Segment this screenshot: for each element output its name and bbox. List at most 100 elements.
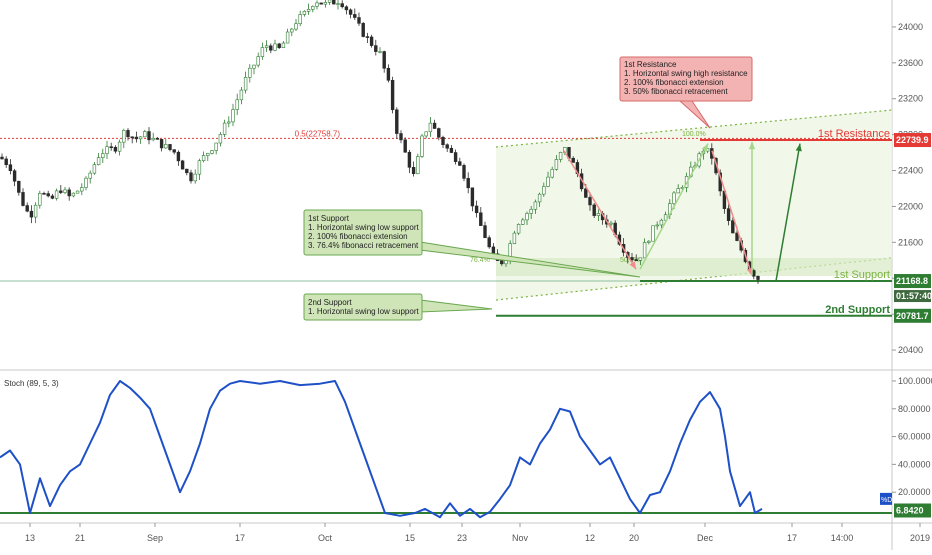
- support2-note-title: 2nd Support: [308, 298, 352, 307]
- arrows-group: [563, 141, 802, 282]
- candle-body: [126, 130, 130, 138]
- candle-body: [361, 23, 365, 37]
- resistance-price-tag: 22739.9: [896, 135, 929, 145]
- candle-body: [130, 136, 134, 139]
- time-tick-label: 15: [405, 533, 415, 543]
- candle-body: [533, 201, 538, 210]
- candle-body: [458, 161, 462, 166]
- stoch-group: %D 6.8420: [0, 380, 931, 519]
- candle-body: [411, 167, 416, 174]
- resistance-note-line-3: 3. 50% fibonacci retracement: [624, 87, 728, 96]
- levels-group: 0.5(22758.7) 1st Resistance 1st Support 2nd…: [0, 128, 892, 317]
- candle-body: [521, 219, 525, 225]
- candle-body: [365, 36, 370, 38]
- candle-body: [25, 205, 29, 212]
- candle-body: [441, 136, 445, 146]
- candle-body: [101, 153, 105, 158]
- candle-body: [500, 260, 504, 265]
- candle-body: [164, 144, 168, 149]
- candle-body: [243, 77, 248, 91]
- candle-body: [609, 222, 613, 225]
- swing-up-arrow-1: [639, 143, 709, 270]
- candle-body: [311, 6, 315, 10]
- candle-body: [201, 155, 206, 162]
- candle-body: [147, 131, 151, 141]
- candle-body: [588, 197, 592, 206]
- candle-body: [756, 275, 760, 280]
- candle-body: [214, 142, 218, 151]
- projection-arrow-light-head: [748, 141, 756, 150]
- candle-body: [655, 224, 659, 227]
- candle-body: [218, 134, 223, 144]
- candle-body: [176, 151, 181, 162]
- candle-body: [71, 192, 76, 197]
- time-tick-label: 2019: [910, 533, 930, 543]
- support1-note-line-2: 2. 100% fibonacci extension: [308, 232, 408, 241]
- candle-body: [592, 204, 596, 216]
- candles-group: [0, 0, 760, 284]
- support2-price-tag-bg: [894, 308, 931, 323]
- stoch-badge-bg: [880, 492, 892, 505]
- swing-down-arrow-1-head: [629, 261, 636, 270]
- candle-body: [516, 224, 521, 234]
- time-tick-label: Nov: [512, 533, 529, 543]
- candle-body: [67, 189, 71, 197]
- channel-upper-line: [495, 109, 893, 148]
- swing-down-arrow-2-head: [746, 267, 753, 276]
- countdown-tag: 01:57:40: [896, 291, 932, 301]
- candle-body: [113, 146, 118, 152]
- candle-body: [474, 205, 479, 214]
- candle-body: [487, 237, 491, 248]
- projection-arrow-main-head: [795, 143, 802, 152]
- candle-body: [663, 214, 668, 221]
- candle-body: [277, 43, 281, 48]
- candle-body: [407, 151, 412, 168]
- support2-level-label: 2nd Support: [825, 304, 890, 316]
- candle-body: [189, 172, 193, 182]
- candle-body: [479, 212, 483, 226]
- time-tick-label: 13: [25, 533, 35, 543]
- candle-body: [302, 11, 307, 15]
- resistance-note-line-1: 1. Horizontal swing high resistance: [624, 69, 748, 78]
- swing-down-arrow-1: [563, 150, 637, 270]
- candle-body: [638, 257, 643, 261]
- stoch-value-bg: [894, 503, 931, 518]
- candle-body: [260, 47, 265, 57]
- candle-body: [420, 135, 424, 157]
- candle-body: [651, 225, 655, 242]
- price-tick-label: 23600: [898, 58, 923, 68]
- candle-body: [672, 192, 676, 204]
- stoch-title: Stoch (89, 5, 3): [4, 379, 59, 388]
- candle-body: [374, 45, 378, 52]
- candle-body: [348, 9, 353, 15]
- candle-body: [558, 152, 563, 160]
- candle-body: [676, 188, 680, 194]
- candle-body: [168, 144, 172, 150]
- candle-body: [264, 45, 269, 48]
- price-tick-label: 23200: [898, 94, 923, 104]
- candle-body: [159, 139, 164, 149]
- candle-body: [180, 160, 185, 170]
- candle-body: [596, 213, 601, 216]
- candle-body: [403, 139, 407, 153]
- support1-note-title: 1st Support: [308, 214, 350, 223]
- candle-body: [109, 146, 113, 149]
- candle-body: [525, 213, 529, 221]
- candle-body: [512, 232, 517, 244]
- support1-price-tag: 21168.8: [896, 276, 928, 286]
- candle-body: [437, 128, 441, 138]
- candle-body: [449, 147, 454, 153]
- candle-body: [344, 6, 349, 11]
- stoch-tick-label: 60.0000: [898, 432, 931, 442]
- time-tick-label: 12: [585, 533, 595, 543]
- candle-body: [12, 170, 17, 182]
- candle-body: [550, 169, 554, 178]
- candle-body: [294, 23, 298, 30]
- candle-body: [306, 8, 311, 12]
- time-tick-label: Sep: [147, 533, 163, 543]
- candle-body: [483, 225, 487, 239]
- candle-body: [315, 2, 319, 7]
- candle-body: [647, 240, 651, 243]
